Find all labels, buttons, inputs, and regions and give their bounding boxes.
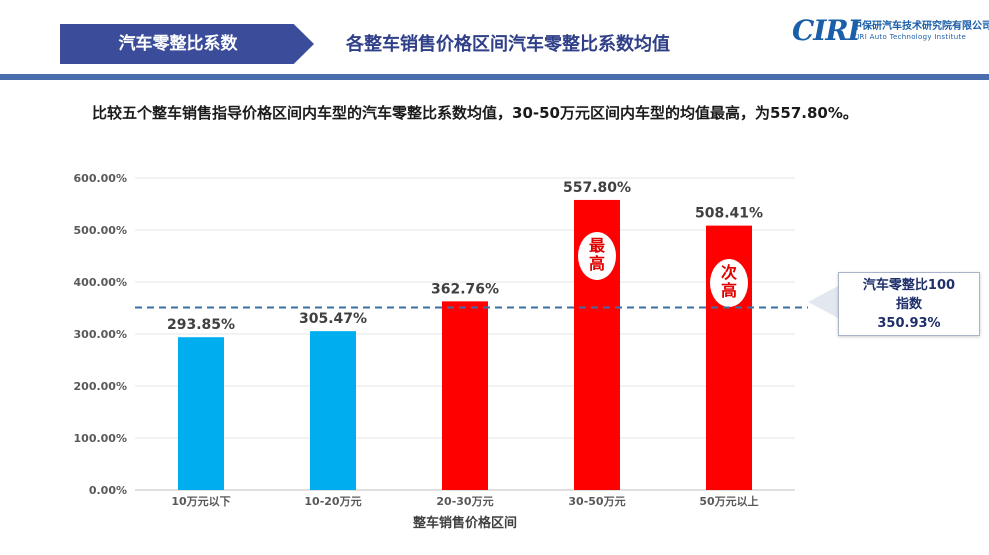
header-divider <box>0 74 989 80</box>
callout-value: 350.93% <box>877 316 941 331</box>
section-tag: 汽车零整比系数 <box>60 24 314 64</box>
x-tick-label: 20-30万元 <box>436 495 493 508</box>
badge-circle <box>578 232 616 280</box>
x-axis-title: 整车销售价格区间 <box>412 515 517 531</box>
intro-paragraph: 比较五个整车销售指导价格区间内车型的汽车零整比系数均值，30-50万元区间内车型… <box>92 104 858 122</box>
x-tick-label: 10万元以下 <box>171 495 230 508</box>
bar <box>310 331 356 490</box>
y-tick-label: 300.00% <box>74 328 127 341</box>
callout-label-line2: 指数 <box>895 297 922 312</box>
x-tick-label: 30-50万元 <box>568 495 625 508</box>
data-label: 293.85% <box>167 317 235 333</box>
y-tick-label: 400.00% <box>74 276 127 289</box>
badge-label: 高 <box>589 254 605 273</box>
data-label: 557.80% <box>563 180 631 196</box>
y-tick-label: 100.00% <box>74 432 127 445</box>
page-title: 各整车销售价格区间汽车零整比系数均值 <box>346 34 670 55</box>
section-tag-label: 汽车零整比系数 <box>118 34 238 54</box>
ciri-logo: CIRI 中保研汽车技术研究院有限公司 CIRI Auto Technology… <box>792 14 989 48</box>
callout-arrow-icon <box>808 286 838 318</box>
data-label: 305.47% <box>299 311 367 327</box>
y-tick-label: 600.00% <box>74 172 127 185</box>
badge-label: 最 <box>589 236 606 255</box>
header: 汽车零整比系数 各整车销售价格区间汽车零整比系数均值 CIRI 中保研汽车技术研… <box>0 0 989 80</box>
logo-company-name: 中保研汽车技术研究院有限公司 <box>852 21 989 32</box>
callout-label-line1: 汽车零整比100 <box>862 278 956 293</box>
data-label: 508.41% <box>695 206 763 222</box>
logo-english-name: CIRI Auto Technology Institute <box>852 33 967 41</box>
reference-callout: 汽车零整比100 指数 350.93% <box>838 272 980 336</box>
x-tick-label: 10-20万元 <box>304 495 361 508</box>
data-label: 362.76% <box>431 281 499 297</box>
x-tick-label: 50万元以上 <box>699 494 758 508</box>
y-tick-label: 0.00% <box>89 484 127 497</box>
y-tick-label: 500.00% <box>74 224 127 237</box>
badge-label: 次 <box>721 263 737 282</box>
badge-circle <box>710 259 748 307</box>
logo-mark: CIRI <box>792 14 861 47</box>
y-tick-label: 200.00% <box>74 380 127 393</box>
bar <box>442 301 488 490</box>
badge-label: 高 <box>721 281 737 300</box>
bar <box>178 337 224 490</box>
